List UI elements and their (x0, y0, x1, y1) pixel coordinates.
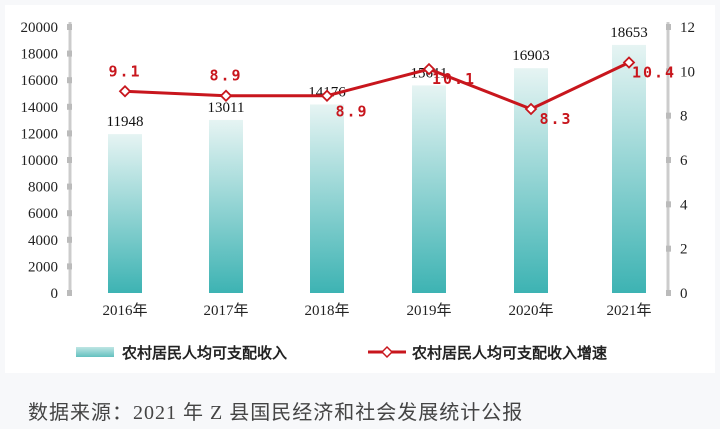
right-tick-mark (666, 290, 671, 296)
left-tick-mark (67, 290, 72, 296)
right-tick-mark (666, 201, 671, 208)
legend-bar-swatch (76, 347, 114, 357)
right-tick-mark (666, 157, 671, 163)
left-tick-label: 14000 (21, 100, 59, 116)
left-tick-mark (67, 210, 72, 217)
x-tick-label: 2017年 (203, 302, 248, 319)
bar-2021年 (612, 44, 646, 293)
x-tick-label: 2019年 (406, 302, 451, 319)
left-tick-mark (67, 50, 72, 57)
bar-value-label: 18653 (610, 25, 648, 41)
left-tick-mark (67, 263, 72, 270)
left-tick-mark (67, 103, 72, 110)
right-tick-mark (666, 24, 671, 30)
left-tick-label: 0 (51, 286, 59, 302)
legend-bar-label: 农村居民人均可支配收入 (121, 344, 287, 362)
left-tick-label: 16000 (21, 73, 59, 89)
right-tick-label: 12 (680, 20, 695, 36)
right-tick-mark (666, 68, 671, 75)
growth-value-label: 9.1 (108, 62, 141, 80)
source-note: 数据来源：2021 年 Z 县国民经济和社会发展统计公报 (28, 402, 524, 424)
growth-value-label: 8.9 (335, 103, 368, 121)
left-tick-mark (67, 24, 72, 30)
right-tick-label: 2 (680, 242, 688, 258)
growth-value-label: 8.9 (209, 67, 242, 85)
bar-2019年 (412, 85, 446, 293)
left-tick-label: 4000 (28, 233, 58, 249)
growth-point-marker (524, 102, 538, 116)
left-tick-mark (67, 183, 72, 190)
right-tick-mark (666, 112, 671, 119)
bar-value-label: 13011 (208, 100, 245, 116)
left-tick-label: 20000 (21, 20, 59, 36)
bar-value-label: 11948 (107, 114, 144, 130)
x-tick-label: 2016年 (102, 302, 147, 319)
left-tick-mark (67, 236, 72, 243)
growth-value-label: 8.3 (539, 110, 572, 128)
right-tick-label: 10 (680, 64, 695, 80)
bar-2017年 (209, 119, 243, 293)
left-tick-label: 10000 (21, 153, 59, 169)
left-tick-label: 6000 (28, 206, 58, 222)
growth-line (124, 61, 630, 111)
right-tick-label: 8 (680, 109, 688, 125)
right-tick-mark (666, 245, 671, 252)
right-tick-label: 6 (680, 153, 688, 169)
x-tick-label: 2018年 (304, 302, 349, 319)
x-tick-label: 2020年 (508, 302, 553, 319)
left-tick-label: 2000 (28, 259, 58, 275)
left-tick-mark (67, 77, 72, 84)
legend-line-marker (380, 345, 394, 359)
growth-point-marker (422, 62, 436, 76)
bar-2018年 (310, 104, 344, 293)
right-tick-label: 4 (680, 197, 688, 213)
growth-value-label: 10.4 (632, 63, 676, 81)
x-tick-label: 2021年 (606, 302, 651, 319)
right-tick-label: 0 (680, 286, 688, 302)
growth-point-marker (622, 56, 636, 69)
growth-value-label: 10.1 (432, 70, 476, 88)
legend-line-label: 农村居民人均可支配收入增速 (411, 344, 607, 362)
left-tick-label: 12000 (21, 126, 59, 142)
growth-point-marker (219, 89, 233, 102)
left-tick-label: 18000 (21, 47, 59, 63)
growth-point-marker (320, 89, 334, 102)
left-tick-mark (67, 157, 72, 163)
growth-point-marker (118, 85, 132, 98)
bar-value-label: 16903 (512, 48, 550, 64)
left-tick-mark (67, 130, 72, 137)
bar-2016年 (108, 134, 142, 293)
left-tick-label: 8000 (28, 180, 58, 196)
